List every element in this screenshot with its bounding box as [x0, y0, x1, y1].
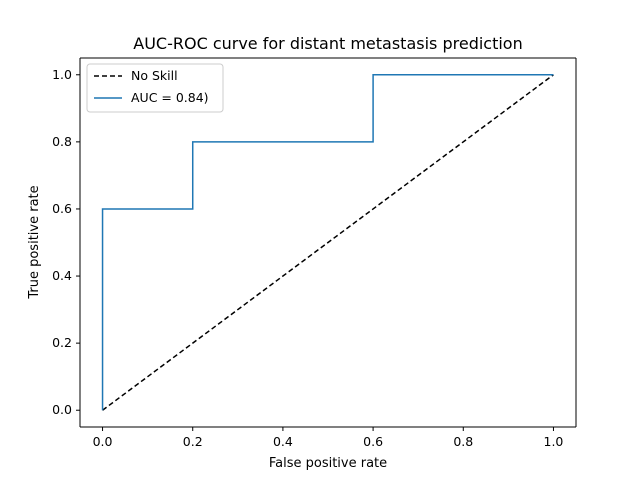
y-tick-label: 0.4	[52, 268, 72, 283]
axes-layer	[79, 57, 577, 428]
series-line-auc	[101, 74, 554, 411]
x-tick-label: 0.0	[93, 434, 113, 449]
x-tick-label: 0.8	[453, 434, 473, 449]
y-tick-label: 0.2	[52, 335, 72, 350]
legend-no-skill-label: No Skill	[131, 68, 178, 83]
y-tick-label: 0.6	[52, 201, 72, 216]
y-tick-label: 0.0	[52, 402, 72, 417]
y-axis-label: True positive rate	[27, 185, 42, 299]
legend-auc-label: AUC = 0.84)	[131, 90, 209, 105]
x-tick-label: 1.0	[544, 434, 564, 449]
x-tick-label: 0.6	[363, 434, 383, 449]
legend: No Skill AUC = 0.84)	[86, 63, 224, 113]
x-tick-label: 0.2	[183, 434, 203, 449]
x-axis-ticks: 0.0 0.2 0.4 0.6 0.8 1.0	[93, 427, 564, 449]
x-tick-label: 0.4	[273, 434, 293, 449]
y-axis-ticks: 0.0 0.2 0.4 0.6 0.8 1.0	[52, 67, 80, 417]
series-line-no-skill	[102, 74, 554, 411]
y-tick-label: 1.0	[52, 67, 72, 82]
chart-title: AUC-ROC curve for distant metastasis pre…	[133, 34, 522, 53]
y-tick-label: 0.8	[52, 134, 72, 149]
series-layer	[101, 74, 554, 411]
x-axis-label: False positive rate	[269, 456, 387, 471]
